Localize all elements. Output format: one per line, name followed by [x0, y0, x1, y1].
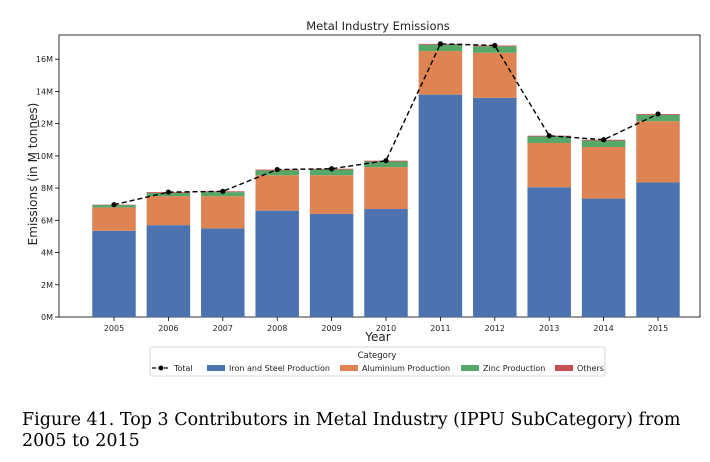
bar-segment [364, 161, 408, 168]
bar-segment [201, 228, 245, 317]
y-tick-label: 6M [41, 216, 53, 225]
x-tick-label: 2009 [321, 324, 341, 333]
x-tick-label: 2006 [158, 324, 178, 333]
chart: Metal Industry Emissions 0M 2M 4M 6M 8M 10M 12… [26, 19, 701, 377]
total-point [655, 111, 661, 117]
total-point [383, 158, 389, 164]
total-point [111, 202, 117, 208]
chart-title: Metal Industry Emissions [306, 19, 450, 33]
x-tick-label: 2007 [213, 324, 233, 333]
bar-segment [146, 225, 191, 317]
x-tick-label: 2005 [104, 324, 124, 333]
bar-segment [309, 175, 354, 214]
bar-segment [418, 94, 463, 317]
legend-swatch [555, 365, 573, 371]
total-point [601, 137, 607, 143]
y-tick-label: 10M [36, 152, 53, 161]
x-tick-label: 2010 [376, 324, 396, 333]
plot-area: 0M 2M 4M 6M 8M 10M 12M 14M 16M 2005 2006 2007 2008 20… [36, 34, 701, 333]
bar-segment [201, 192, 245, 197]
bar-segment [581, 140, 626, 147]
bar-segment [309, 169, 354, 176]
total-point [437, 41, 443, 47]
y-tick-label: 4M [41, 249, 53, 258]
legend-swatch [340, 365, 358, 371]
bar-segment [364, 209, 408, 317]
x-tick-label: 2008 [267, 324, 287, 333]
y-tick-label: 0M [41, 313, 53, 322]
bar-segment [418, 51, 463, 95]
x-tick-label: 2012 [485, 324, 505, 333]
y-tick-label: 12M [36, 120, 53, 129]
bar-segment [527, 142, 571, 188]
x-tick-label: 2015 [648, 324, 668, 333]
bar-segment [527, 187, 571, 317]
bar-segment [364, 167, 408, 210]
bar-segment [636, 182, 680, 317]
total-point [274, 166, 280, 173]
bar-segment [636, 114, 680, 122]
total-point [165, 189, 171, 195]
total-point [220, 188, 226, 194]
bar-segment [255, 170, 299, 176]
y-axis-label: Emissions (in M tonnes) [26, 103, 40, 246]
legend-total-marker [158, 365, 164, 371]
bar-segment [255, 210, 299, 317]
y-tick-label: 2M [41, 281, 53, 290]
total-point [492, 42, 498, 49]
bar-segment [92, 207, 136, 231]
legend-box [149, 346, 606, 377]
total-line [113, 43, 659, 206]
bar-segment [473, 97, 517, 318]
legend-swatch [207, 365, 225, 371]
legend-swatch [461, 365, 479, 371]
legend-label: Iron and Steel Production [229, 364, 330, 373]
x-tick-label: 2011 [430, 324, 450, 333]
bar-segment [527, 136, 571, 143]
bar-segment [473, 52, 517, 98]
bar-segment [418, 44, 463, 52]
total-point [329, 166, 335, 172]
bar-segment [201, 196, 245, 229]
x-tick-label: 2013 [539, 324, 559, 333]
y-tick-label: 16M [36, 55, 53, 64]
legend-title: Category [358, 351, 397, 361]
legend-label: Zinc Production [483, 364, 545, 373]
bar-segment [255, 175, 299, 211]
bar-segment [92, 230, 136, 317]
x-tick-label: 2014 [593, 324, 613, 333]
legend-label: Total [173, 364, 193, 373]
y-tick-label: 8M [41, 184, 53, 193]
bar-segment [581, 146, 626, 199]
x-axis-label: Year [364, 330, 390, 344]
legend-label: Others [577, 364, 604, 373]
bar-segment [473, 46, 517, 53]
bar-segment [146, 196, 191, 226]
bar-segment [309, 213, 354, 317]
y-tick-label: 14M [36, 87, 53, 96]
legend: Category Total Iron and Steel Production Al… [149, 346, 606, 377]
bar-segment [636, 121, 680, 183]
legend-label: Aluminium Production [362, 364, 450, 373]
figure-caption: Figure 41. Top 3 Contributors in Metal I… [22, 410, 681, 451]
bar-segment [581, 198, 626, 317]
total-point [546, 133, 552, 139]
